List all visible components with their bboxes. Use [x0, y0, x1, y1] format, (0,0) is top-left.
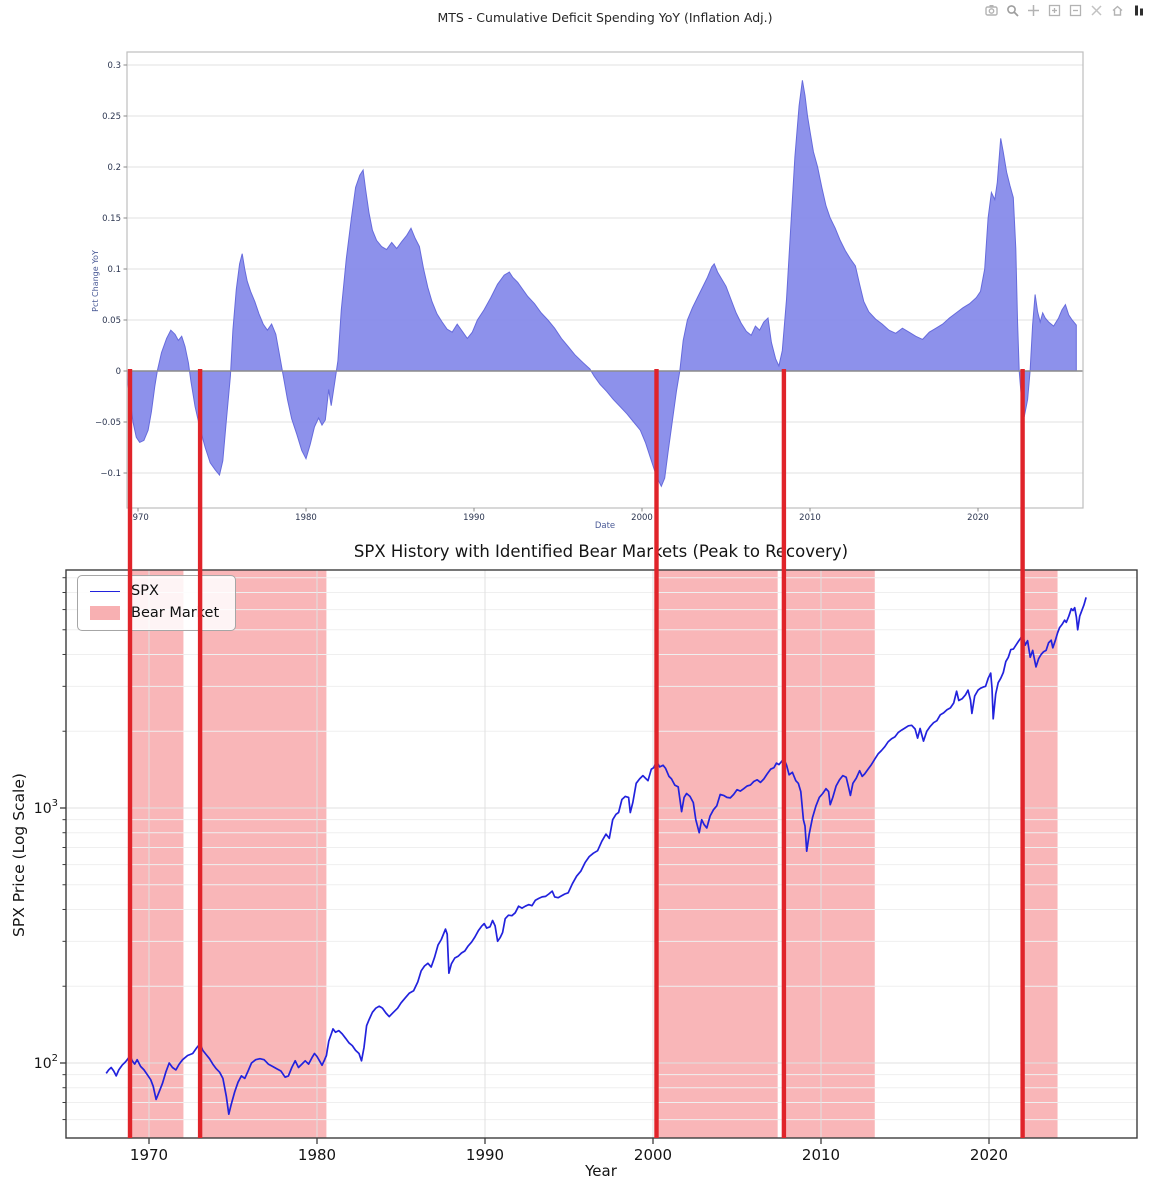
svg-text:1970: 1970 [130, 1146, 168, 1164]
deficit-y-axis-label: Pct Change YoY [91, 250, 100, 312]
svg-text:−0.1: −0.1 [100, 469, 121, 479]
svg-text:0.25: 0.25 [102, 112, 121, 122]
svg-text:2000: 2000 [631, 513, 653, 523]
svg-text:−0.05: −0.05 [95, 418, 121, 428]
home-icon[interactable] [1111, 4, 1124, 17]
zoom-icon[interactable] [1006, 4, 1019, 17]
deficit-area-series [127, 80, 1083, 488]
svg-text:1980: 1980 [298, 1146, 336, 1164]
zoom-out-icon[interactable] [1069, 4, 1082, 17]
deficit-chart-title: MTS - Cumulative Deficit Spending YoY (I… [437, 10, 772, 25]
spx-line-sample [90, 590, 120, 592]
deficit-x-axis-label: Date [595, 521, 615, 531]
svg-text:0: 0 [116, 367, 121, 377]
pan-icon[interactable] [1027, 4, 1040, 17]
svg-text:1990: 1990 [463, 513, 485, 523]
svg-text:2020: 2020 [970, 1146, 1008, 1164]
svg-text:0.15: 0.15 [102, 214, 121, 224]
bear-market-bands [130, 570, 1058, 1138]
zoom-in-icon[interactable] [1048, 4, 1061, 17]
deficit-chart-axes: 0.3 0.25 0.2 0.15 0.1 0.05 0 −0.05 −0.1 1970 1980 1… [95, 51, 1084, 523]
svg-text:1970: 1970 [127, 513, 149, 523]
viewer-toolbar [985, 4, 1145, 17]
svg-text:0.1: 0.1 [107, 265, 121, 275]
plotly-logo-icon[interactable] [1132, 4, 1145, 17]
spx-chart-gridlines [66, 570, 1137, 1138]
close-icon[interactable] [1090, 4, 1103, 17]
legend-bear-market-label: Bear Market [131, 605, 220, 621]
svg-text:2010: 2010 [802, 1146, 840, 1164]
svg-text:103: 103 [34, 798, 58, 817]
svg-text:0.3: 0.3 [107, 61, 121, 71]
svg-text:2010: 2010 [799, 513, 821, 523]
legend-item-spx: SPX [90, 583, 219, 599]
spx-y-axis-label: SPX Price (Log Scale) [10, 773, 28, 937]
svg-text:0.05: 0.05 [102, 316, 121, 326]
deficit-chart-gridlines [127, 52, 1083, 508]
svg-text:2000: 2000 [634, 1146, 672, 1164]
svg-text:102: 102 [34, 1053, 58, 1072]
legend-item-bear-market: Bear Market [90, 605, 219, 621]
svg-text:1990: 1990 [466, 1146, 504, 1164]
spx-x-axis-label: Year [584, 1162, 618, 1180]
download-plot-icon[interactable] [985, 4, 998, 17]
svg-text:0.2: 0.2 [107, 163, 121, 173]
spx-line-series [105, 597, 1087, 1116]
svg-text:2020: 2020 [967, 513, 989, 523]
spx-chart-title: SPX History with Identified Bear Markets… [354, 542, 848, 561]
legend: SPX Bear Market [77, 575, 237, 631]
bear-market-patch-sample [90, 606, 120, 620]
spx-chart-axes: 1970 1980 1990 2000 2010 2020 103 102 [34, 569, 1138, 1164]
svg-text:1980: 1980 [295, 513, 317, 523]
legend-spx-label: SPX [131, 583, 159, 599]
